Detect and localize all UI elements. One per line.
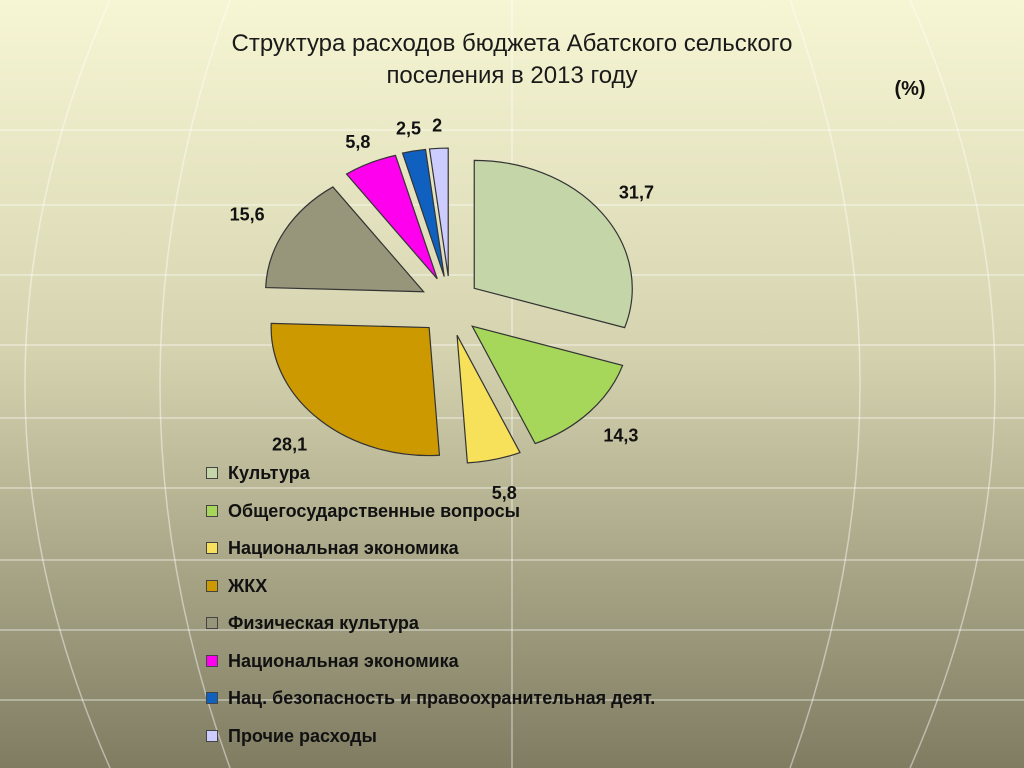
pie-slice-1 <box>473 159 633 329</box>
slice-value-label-5: 15,6 <box>230 204 265 224</box>
legend-item-5: Физическая культура <box>206 612 786 634</box>
legend-swatch-3 <box>206 542 218 554</box>
legend-label-2: Общегосударственные вопросы <box>228 500 520 521</box>
chart-title-line-1: Структура расходов бюджета Абатского сел… <box>231 30 793 57</box>
slice-value-label-8: 2 <box>432 115 442 135</box>
legend-label-5: Физическая культура <box>228 613 419 633</box>
slice-value-label-7: 2,5 <box>396 118 421 138</box>
slice-value-label-1: 31,7 <box>619 183 654 203</box>
legend-swatch-7 <box>206 692 218 704</box>
slice-value-label-2: 14,3 <box>603 425 638 445</box>
pie-slice-7 <box>401 148 445 277</box>
legend-swatch-2 <box>206 504 218 517</box>
pie-slice-3 <box>456 334 521 464</box>
unit-label: (%) <box>894 78 926 100</box>
legend-swatch-1 <box>206 467 218 479</box>
legend-swatch-4 <box>206 579 218 592</box>
pie-slice-8 <box>428 147 449 277</box>
legend-label-3: Национальная экономика <box>228 538 459 558</box>
pie-slice-6 <box>345 154 438 280</box>
legend-item-7: Нац. безопасность и правоохранительная д… <box>206 687 786 709</box>
slice-value-label-4: 28,1 <box>272 434 307 454</box>
chart-title: Структура расходов бюджета Абатского сел… <box>112 28 912 92</box>
legend-label-8: Прочие расходы <box>228 725 377 746</box>
legend-label-1: Культура <box>228 463 310 483</box>
slice-value-label-3: 5,8 <box>492 483 517 503</box>
chart-title-line-2: поселения в 2013 году <box>386 62 638 89</box>
legend-swatch-5 <box>206 617 218 629</box>
legend-label-7: Нац. безопасность и правоохранительная д… <box>228 688 656 708</box>
legend-label-6: Национальная экономика <box>228 650 459 671</box>
legend-swatch-6 <box>206 654 218 667</box>
legend-item-1: Культура <box>206 462 786 484</box>
legend-item-2: Общегосударственные вопросы <box>206 500 786 522</box>
pie-slice-2 <box>471 325 624 445</box>
legend-item-8: Прочие расходы <box>206 725 786 747</box>
legend-item-3: Национальная экономика <box>206 537 786 559</box>
slice-value-label-6: 5,8 <box>345 132 370 152</box>
legend-swatch-8 <box>206 729 218 742</box>
pie-slice-4 <box>270 322 441 457</box>
pie-slice-5 <box>265 186 425 293</box>
legend-label-4: ЖКХ <box>228 575 268 596</box>
legend-item-6: Национальная экономика <box>206 650 786 672</box>
legend-item-4: ЖКХ <box>206 575 786 597</box>
